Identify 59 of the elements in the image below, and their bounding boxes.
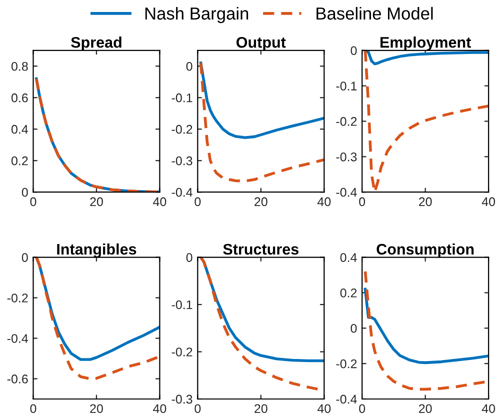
x-tick-label: 40	[317, 197, 331, 206]
y-tick-label: 0	[350, 324, 357, 333]
y-tick-label: 0.4	[340, 253, 357, 262]
y-tick-label: 0.2	[11, 156, 28, 166]
y-tick-label: -0.2	[336, 117, 357, 126]
legend-label: Nash Bargain	[145, 6, 248, 24]
y-tick-label: -0.4	[336, 188, 357, 197]
y-tick-label: -0.2	[172, 124, 192, 134]
line-series	[35, 257, 160, 380]
chart-title: Consumption	[376, 243, 474, 258]
x-tick-label: 40	[153, 197, 166, 206]
y-tick-label: -0.4	[172, 188, 192, 197]
x-tick-label: 0	[194, 404, 201, 414]
line-series	[364, 50, 489, 192]
y-tick-label: -0.6	[7, 374, 28, 384]
chart-title: Intangibles	[57, 243, 136, 258]
y-tick-label: -0.1	[172, 93, 192, 102]
line-series	[35, 77, 160, 192]
y-tick-label: 0	[186, 62, 192, 71]
y-tick-label: 0.6	[11, 93, 28, 102]
y-tick-label: 0	[350, 46, 357, 56]
y-tick-label: 0.8	[11, 62, 28, 71]
x-tick-label: 20	[419, 197, 432, 206]
x-tick-label: 40	[482, 404, 496, 414]
x-tick-label: 20	[90, 197, 103, 206]
x-tick-label: 0	[359, 197, 366, 206]
x-tick-label: 40	[317, 404, 331, 414]
x-tick-label: 20	[90, 404, 103, 414]
y-tick-label: 0	[22, 253, 28, 262]
x-tick-label: 0	[194, 197, 201, 206]
y-tick-label: -0.2	[7, 294, 28, 302]
y-tick-label: 0.4	[11, 124, 28, 134]
y-tick-label: 0	[186, 253, 192, 262]
y-tick-label: 0	[22, 188, 28, 197]
line-series	[199, 62, 324, 140]
x-tick-label: 20	[419, 404, 432, 414]
y-tick-label: -0.4	[336, 394, 357, 404]
x-tick-label: 0	[30, 404, 36, 414]
x-tick-label: 40	[482, 197, 496, 206]
y-tick-label: -0.2	[172, 348, 192, 356]
y-tick-label: -0.4	[7, 334, 28, 343]
chart-title: Structures	[223, 244, 298, 255]
y-tick-label: -0.1	[336, 82, 357, 90]
y-tick-label: -0.3	[172, 156, 192, 166]
line-series	[199, 62, 324, 182]
x-tick-label: 20	[254, 197, 268, 206]
chart-title: Employment	[380, 36, 471, 51]
y-tick-label: -0.1	[172, 300, 192, 310]
chart-title: Spread	[71, 36, 122, 51]
y-tick-label: -0.3	[172, 394, 192, 404]
x-tick-label: 20	[254, 404, 268, 414]
x-tick-label: 40	[153, 404, 166, 414]
chart-title: Output	[236, 36, 286, 51]
x-tick-label: 0	[359, 404, 366, 414]
y-tick-label: -0.2	[336, 359, 357, 368]
legend-label: Baseline Model	[316, 6, 433, 20]
y-tick-label: -0.3	[336, 152, 357, 162]
y-tick-label: 0.2	[340, 288, 357, 298]
x-tick-label: 0	[30, 197, 36, 206]
